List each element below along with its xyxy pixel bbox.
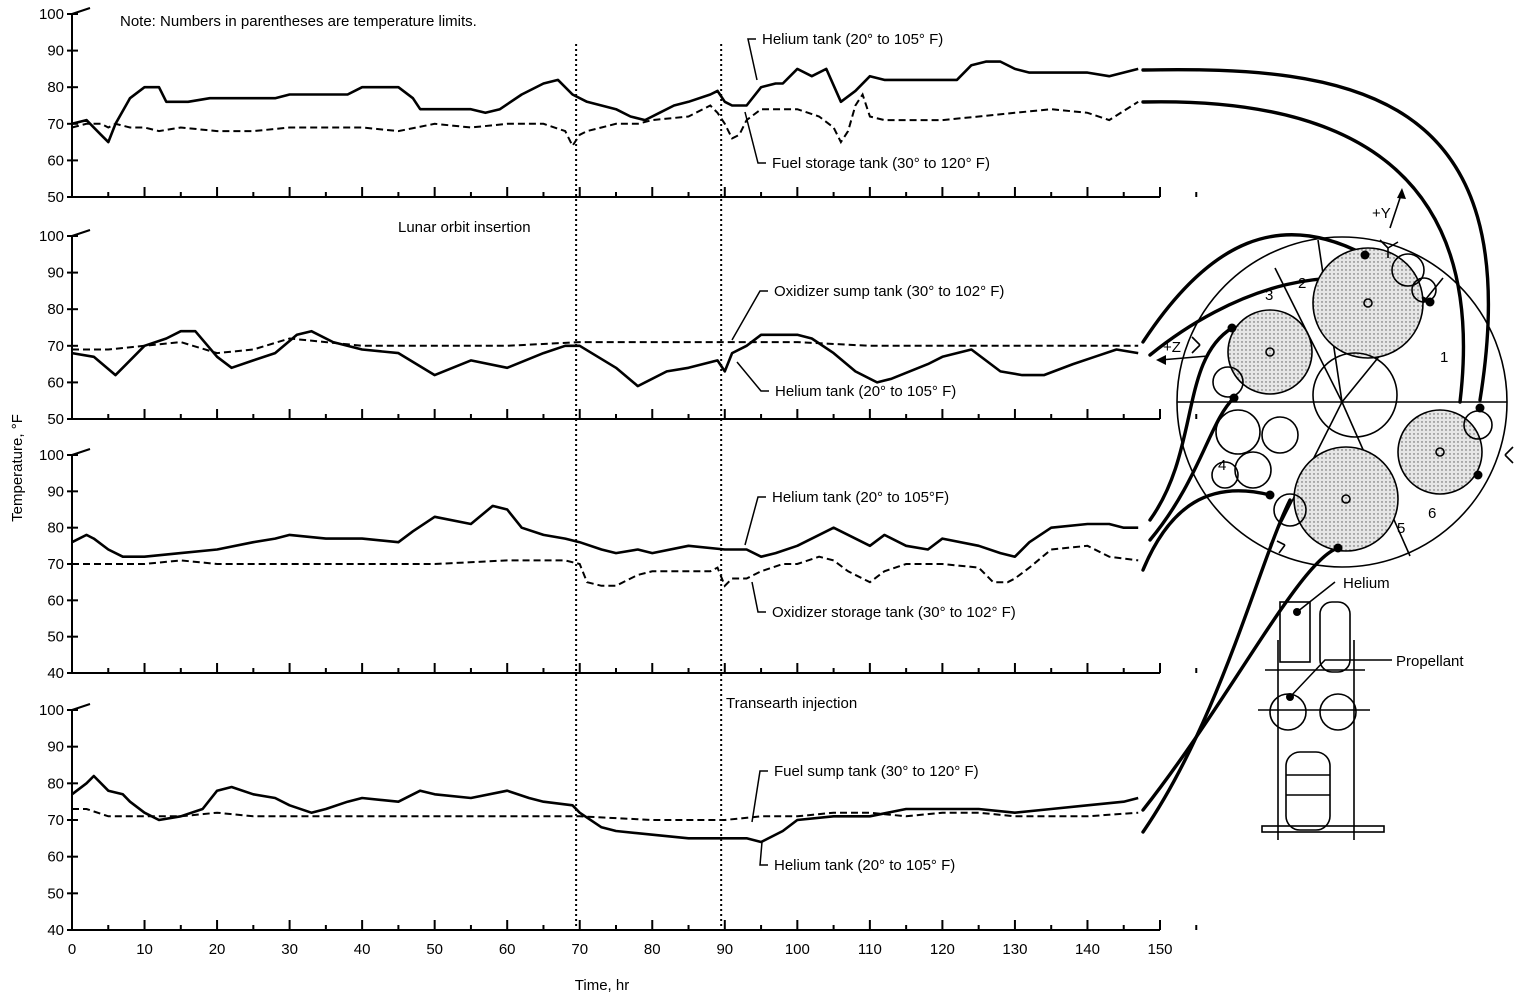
sector-label-4: 4 bbox=[1218, 457, 1226, 474]
y-tick-label: 70 bbox=[47, 338, 64, 355]
sensor-dot bbox=[1425, 297, 1435, 307]
y-tick-label: 60 bbox=[47, 592, 64, 609]
series-line bbox=[72, 808, 1139, 821]
series-label: Helium tank (20° to 105° F) bbox=[774, 857, 955, 874]
sensor-dot bbox=[1475, 403, 1485, 413]
sector-label-6: 6 bbox=[1428, 505, 1436, 522]
y-tick-label: 90 bbox=[47, 739, 64, 756]
x-tick-label: 90 bbox=[716, 941, 733, 958]
sensor-dot bbox=[1473, 470, 1483, 480]
y-tick-label: 100 bbox=[39, 702, 64, 719]
y-tick-label: 100 bbox=[39, 6, 64, 23]
series-line bbox=[72, 337, 1139, 355]
x-tick-label: 40 bbox=[354, 941, 371, 958]
x-tick-label: 130 bbox=[1002, 941, 1027, 958]
series-label: Helium tank (20° to 105° F) bbox=[775, 383, 956, 400]
y-tick-label: 70 bbox=[47, 556, 64, 573]
y-tick-label: 50 bbox=[47, 885, 64, 902]
y-tick-label: 70 bbox=[47, 116, 64, 133]
y-tick-label: 90 bbox=[47, 483, 64, 500]
y-tick-label: 40 bbox=[47, 665, 64, 682]
y-tick-label: 40 bbox=[47, 922, 64, 939]
y-tick-label: 80 bbox=[47, 301, 64, 318]
y-tick-label: 90 bbox=[47, 43, 64, 60]
tank-layout-diagram: 1 2 3 4 5 6 +Y +Z bbox=[1156, 188, 1514, 568]
series-line bbox=[71, 60, 1139, 144]
y-tick-label: 80 bbox=[47, 79, 64, 96]
x-tick-label: 20 bbox=[209, 941, 226, 958]
sector-label-2: 2 bbox=[1298, 275, 1306, 292]
y-tick-label: 100 bbox=[39, 447, 64, 464]
x-tick-label: 150 bbox=[1147, 941, 1172, 958]
y-tick-label: 60 bbox=[47, 374, 64, 391]
x-tick-label: 80 bbox=[644, 941, 661, 958]
series-leader bbox=[759, 841, 768, 866]
x-tick-label: 140 bbox=[1075, 941, 1100, 958]
y-tick-label: 50 bbox=[47, 411, 64, 428]
y-axis-label: Temperature, °F bbox=[9, 414, 26, 522]
sensor-dot bbox=[1265, 490, 1275, 500]
series-label: Oxidizer storage tank (30° to 102° F) bbox=[772, 604, 1016, 621]
y-axis-direction-label: +Y bbox=[1372, 205, 1391, 222]
side-view-sketch: Helium Propellant bbox=[1258, 575, 1464, 840]
series-line bbox=[72, 544, 1139, 588]
x-axis-label: Time, hr bbox=[575, 977, 629, 994]
sector-label-3: 3 bbox=[1265, 287, 1273, 304]
series-leader bbox=[747, 38, 758, 81]
series-leader bbox=[731, 290, 768, 341]
y-tick-label: 90 bbox=[47, 265, 64, 282]
series-label: Oxidizer sump tank (30° to 102° F) bbox=[774, 283, 1004, 300]
sector-label-1: 1 bbox=[1440, 349, 1448, 366]
x-tick-label: 60 bbox=[499, 941, 516, 958]
sensor-dot bbox=[1227, 323, 1237, 333]
series-leader bbox=[751, 770, 768, 823]
event-label-lunar-orbit-insertion: Lunar orbit insertion bbox=[398, 219, 531, 236]
x-tick-label: 120 bbox=[930, 941, 955, 958]
series-line bbox=[71, 92, 1139, 148]
y-tick-label: 80 bbox=[47, 520, 64, 537]
series-line bbox=[71, 504, 1139, 558]
y-tick-label: 80 bbox=[47, 775, 64, 792]
x-tick-label: 110 bbox=[858, 941, 882, 958]
z-axis-direction-label: +Z bbox=[1163, 339, 1181, 356]
y-tick-label: 60 bbox=[47, 849, 64, 866]
x-tick-label: 30 bbox=[281, 941, 298, 958]
x-tick-label: 50 bbox=[426, 941, 443, 958]
series-line bbox=[71, 774, 1139, 844]
x-tick-label: 70 bbox=[571, 941, 588, 958]
series-leader bbox=[744, 496, 766, 546]
sensor-dot bbox=[1333, 543, 1343, 553]
event-label-transearth-injection: Transearth injection bbox=[726, 695, 857, 712]
y-tick-label: 50 bbox=[47, 629, 64, 646]
sensor-dot bbox=[1229, 393, 1239, 403]
series-label: Helium tank (20° to 105° F) bbox=[762, 31, 943, 48]
series-line bbox=[71, 329, 1139, 388]
series-leader bbox=[751, 581, 766, 613]
y-tick-label: 70 bbox=[47, 812, 64, 829]
series-label: Fuel storage tank (30° to 120° F) bbox=[772, 155, 990, 172]
series-leader bbox=[744, 111, 766, 164]
helium-label: Helium bbox=[1343, 575, 1390, 592]
y-tick-label: 50 bbox=[47, 189, 64, 206]
y-tick-label: 60 bbox=[47, 152, 64, 169]
figure-note: Note: Numbers in parentheses are tempera… bbox=[120, 13, 477, 30]
propellant-label: Propellant bbox=[1396, 653, 1464, 670]
sector-label-5: 5 bbox=[1397, 520, 1405, 537]
series-label: Fuel sump tank (30° to 120° F) bbox=[774, 763, 979, 780]
x-tick-label: 0 bbox=[68, 941, 76, 958]
series-label: Helium tank (20° to 105°F) bbox=[772, 489, 949, 506]
x-tick-label: 10 bbox=[136, 941, 153, 958]
series-leader bbox=[736, 361, 769, 392]
sensor-dot bbox=[1360, 250, 1370, 260]
x-tick-label: 100 bbox=[785, 941, 810, 958]
y-tick-label: 100 bbox=[39, 228, 64, 245]
